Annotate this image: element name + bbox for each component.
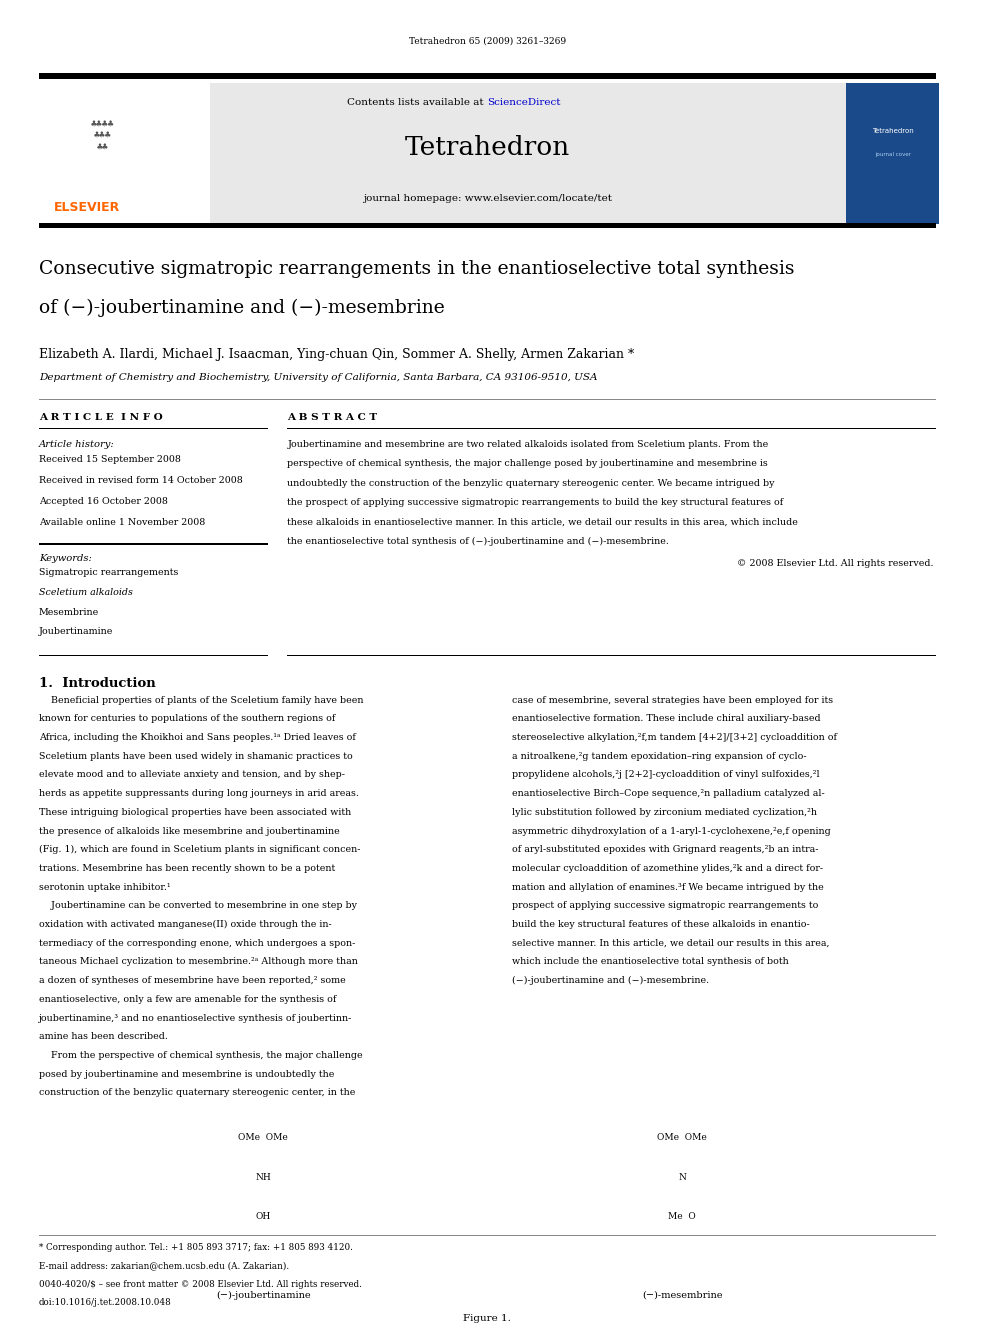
Text: Keywords:: Keywords:	[39, 554, 92, 562]
Text: N: N	[679, 1172, 686, 1181]
Text: trations. Mesembrine has been recently shown to be a potent: trations. Mesembrine has been recently s…	[39, 864, 335, 873]
Text: Sigmatropic rearrangements: Sigmatropic rearrangements	[39, 569, 179, 577]
Text: Sceletium plants have been used widely in shamanic practices to: Sceletium plants have been used widely i…	[39, 751, 353, 761]
Text: stereoselective alkylation,²f,m tandem [4+2]/[3+2] cycloaddition of: stereoselective alkylation,²f,m tandem […	[512, 733, 836, 742]
Text: Consecutive sigmatropic rearrangements in the enantioselective total synthesis: Consecutive sigmatropic rearrangements i…	[39, 259, 795, 278]
Text: Department of Chemistry and Biochemistry, University of California, Santa Barbar: Department of Chemistry and Biochemistry…	[39, 373, 597, 382]
Text: these alkaloids in enantioselective manner. In this article, we detail our resul: these alkaloids in enantioselective mann…	[288, 517, 799, 527]
Text: ScienceDirect: ScienceDirect	[487, 98, 560, 107]
Text: Tetrahedron: Tetrahedron	[405, 135, 569, 160]
Text: (−)-mesembrine: (−)-mesembrine	[642, 1291, 722, 1299]
Text: OH: OH	[256, 1212, 271, 1221]
Bar	[846, 82, 939, 225]
Text: Figure 1.: Figure 1.	[463, 1315, 511, 1323]
Text: termediacy of the corresponding enone, which undergoes a spon-: termediacy of the corresponding enone, w…	[39, 939, 355, 947]
Text: elevate mood and to alleviate anxiety and tension, and by shep-: elevate mood and to alleviate anxiety an…	[39, 770, 345, 779]
Text: ELSEVIER: ELSEVIER	[54, 201, 120, 214]
Text: Beneficial properties of plants of the Sceletium family have been: Beneficial properties of plants of the S…	[39, 696, 363, 705]
Text: (Fig. 1), which are found in Sceletium plants in significant concen-: (Fig. 1), which are found in Sceletium p…	[39, 845, 360, 855]
Text: enantioselective formation. These include chiral auxiliary-based: enantioselective formation. These includ…	[512, 714, 820, 724]
Text: known for centuries to populations of the southern regions of: known for centuries to populations of th…	[39, 714, 335, 724]
Text: doi:10.1016/j.tet.2008.10.048: doi:10.1016/j.tet.2008.10.048	[39, 1298, 172, 1307]
Text: a dozen of syntheses of mesembrine have been reported,² some: a dozen of syntheses of mesembrine have …	[39, 976, 346, 986]
Bar	[288, 655, 935, 656]
Text: case of mesembrine, several strategies have been employed for its: case of mesembrine, several strategies h…	[512, 696, 832, 705]
Text: * Corresponding author. Tel.: +1 805 893 3717; fax: +1 805 893 4120.: * Corresponding author. Tel.: +1 805 893…	[39, 1242, 353, 1252]
Text: (−)-joubertinamine and (−)-mesembrine.: (−)-joubertinamine and (−)-mesembrine.	[512, 976, 708, 986]
Text: Contents lists available at: Contents lists available at	[347, 98, 487, 107]
Text: enantioselective Birch–Cope sequence,²n palladium catalyzed al-: enantioselective Birch–Cope sequence,²n …	[512, 789, 824, 798]
Bar	[39, 398, 935, 401]
Text: Tetrahedron: Tetrahedron	[872, 128, 914, 134]
Text: of (−)-joubertinamine and (−)-mesembrine: of (−)-joubertinamine and (−)-mesembrine	[39, 299, 444, 318]
Text: Accepted 16 October 2008: Accepted 16 October 2008	[39, 497, 168, 507]
Text: © 2008 Elsevier Ltd. All rights reserved.: © 2008 Elsevier Ltd. All rights reserved…	[737, 558, 933, 568]
Text: A B S T R A C T: A B S T R A C T	[288, 413, 378, 422]
Bar	[288, 427, 935, 429]
Text: Joubertinamine and mesembrine are two related alkaloids isolated from Sceletium : Joubertinamine and mesembrine are two re…	[288, 439, 769, 448]
Text: Me  O: Me O	[669, 1212, 696, 1221]
Text: mation and allylation of enamines.³f We became intrigued by the: mation and allylation of enamines.³f We …	[512, 882, 823, 892]
Text: Received in revised form 14 October 2008: Received in revised form 14 October 2008	[39, 476, 243, 486]
Text: build the key structural features of these alkaloids in enantio-: build the key structural features of the…	[512, 919, 809, 929]
Text: asymmetric dihydroxylation of a 1-aryl-1-cyclohexene,²e,f opening: asymmetric dihydroxylation of a 1-aryl-1…	[512, 827, 830, 836]
Text: amine has been described.: amine has been described.	[39, 1032, 168, 1041]
Text: These intriguing biological properties have been associated with: These intriguing biological properties h…	[39, 808, 351, 816]
Bar	[39, 655, 268, 656]
Bar	[39, 427, 268, 429]
Text: taneous Michael cyclization to mesembrine.²ᵃ Although more than: taneous Michael cyclization to mesembrin…	[39, 958, 358, 966]
Bar	[39, 224, 935, 229]
Text: Joubertinamine can be converted to mesembrine in one step by: Joubertinamine can be converted to mesem…	[39, 901, 357, 910]
Text: OMe  OMe: OMe OMe	[238, 1134, 288, 1142]
Text: joubertinamine,³ and no enantioselective synthesis of joubertinn-: joubertinamine,³ and no enantioselective…	[39, 1013, 352, 1023]
Text: molecular cycloaddition of azomethine ylides,²k and a direct for-: molecular cycloaddition of azomethine yl…	[512, 864, 822, 873]
Bar	[39, 82, 209, 225]
Text: which include the enantioselective total synthesis of both: which include the enantioselective total…	[512, 958, 789, 966]
Text: selective manner. In this article, we detail our results in this area,: selective manner. In this article, we de…	[512, 939, 829, 947]
Text: Africa, including the Khoikhoi and Sans peoples.¹ᵃ Dried leaves of: Africa, including the Khoikhoi and Sans …	[39, 733, 356, 742]
Text: enantioselective, only a few are amenable for the synthesis of: enantioselective, only a few are amenabl…	[39, 995, 336, 1004]
Text: posed by joubertinamine and mesembrine is undoubtedly the: posed by joubertinamine and mesembrine i…	[39, 1070, 334, 1078]
Text: perspective of chemical synthesis, the major challenge posed by joubertinamine a: perspective of chemical synthesis, the m…	[288, 459, 768, 468]
Text: Received 15 September 2008: Received 15 September 2008	[39, 455, 181, 464]
Text: 0040-4020/$ – see front matter © 2008 Elsevier Ltd. All rights reserved.: 0040-4020/$ – see front matter © 2008 El…	[39, 1279, 362, 1289]
Text: From the perspective of chemical synthesis, the major challenge: From the perspective of chemical synthes…	[39, 1050, 363, 1060]
Text: NH: NH	[255, 1172, 271, 1181]
Text: OMe  OMe: OMe OMe	[658, 1134, 707, 1142]
Text: the presence of alkaloids like mesembrine and joubertinamine: the presence of alkaloids like mesembrin…	[39, 827, 339, 836]
Text: E-mail address: zakarian@chem.ucsb.edu (A. Zakarian).: E-mail address: zakarian@chem.ucsb.edu (…	[39, 1261, 289, 1270]
Text: Mesembrine: Mesembrine	[39, 607, 99, 617]
Text: lylic substitution followed by zirconium mediated cyclization,²h: lylic substitution followed by zirconium…	[512, 808, 816, 816]
Bar	[39, 82, 935, 225]
Text: 1.  Introduction: 1. Introduction	[39, 677, 156, 691]
Text: of aryl-substituted epoxides with Grignard reagents,²b an intra-: of aryl-substituted epoxides with Grigna…	[512, 845, 818, 855]
Text: Tetrahedron 65 (2009) 3261–3269: Tetrahedron 65 (2009) 3261–3269	[409, 37, 565, 46]
Bar	[39, 74, 935, 79]
Text: Article history:: Article history:	[39, 439, 115, 448]
Bar	[39, 1234, 935, 1237]
Text: (−)-joubertinamine: (−)-joubertinamine	[216, 1291, 310, 1301]
Text: Available online 1 November 2008: Available online 1 November 2008	[39, 519, 205, 528]
Text: construction of the benzylic quaternary stereogenic center, in the: construction of the benzylic quaternary …	[39, 1089, 355, 1097]
Text: Elizabeth A. Ilardi, Michael J. Isaacman, Ying-chuan Qin, Sommer A. Shelly, Arme: Elizabeth A. Ilardi, Michael J. Isaacman…	[39, 348, 634, 361]
Text: herds as appetite suppressants during long journeys in arid areas.: herds as appetite suppressants during lo…	[39, 789, 359, 798]
Text: Joubertinamine: Joubertinamine	[39, 627, 113, 636]
Text: serotonin uptake inhibitor.¹: serotonin uptake inhibitor.¹	[39, 882, 171, 892]
Text: a nitroalkene,²g tandem epoxidation–ring expansion of cyclo-: a nitroalkene,²g tandem epoxidation–ring…	[512, 751, 806, 761]
Text: A R T I C L E  I N F O: A R T I C L E I N F O	[39, 413, 163, 422]
Text: prospect of applying successive sigmatropic rearrangements to: prospect of applying successive sigmatro…	[512, 901, 818, 910]
Text: the enantioselective total synthesis of (−)-joubertinamine and (−)-mesembrine.: the enantioselective total synthesis of …	[288, 537, 670, 546]
Text: propylidene alcohols,²j [2+2]-cycloaddition of vinyl sulfoxides,²l: propylidene alcohols,²j [2+2]-cycloaddit…	[512, 770, 819, 779]
Text: journal cover: journal cover	[875, 152, 911, 157]
Bar	[39, 544, 268, 545]
Text: the prospect of applying successive sigmatropic rearrangements to build the key : the prospect of applying successive sigm…	[288, 497, 784, 507]
Text: oxidation with activated manganese(II) oxide through the in-: oxidation with activated manganese(II) o…	[39, 919, 331, 929]
Text: ♣♣♣♣
♣♣♣
♣♣: ♣♣♣♣ ♣♣♣ ♣♣	[90, 118, 114, 151]
Text: Sceletium alkaloids: Sceletium alkaloids	[39, 587, 133, 597]
Text: undoubtedly the construction of the benzylic quaternary stereogenic center. We b: undoubtedly the construction of the benz…	[288, 479, 775, 488]
Text: journal homepage: www.elsevier.com/locate/tet: journal homepage: www.elsevier.com/locat…	[363, 194, 612, 204]
